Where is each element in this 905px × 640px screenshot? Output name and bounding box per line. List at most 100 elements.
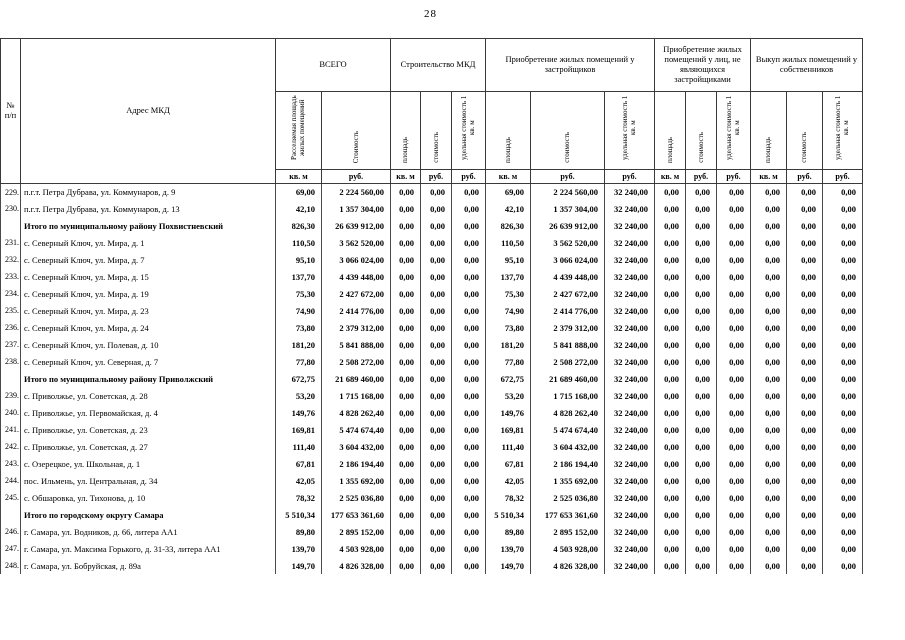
unit-label: кв. м xyxy=(485,168,531,184)
value-cell: 4 439 448,00 xyxy=(530,268,605,286)
value-cell: 32 240,00 xyxy=(603,506,656,524)
value-cell: 0,00 xyxy=(654,251,687,269)
value-cell: 0,00 xyxy=(822,268,864,286)
value-cell: 32 240,00 xyxy=(603,336,656,354)
value-cell: 32 240,00 xyxy=(603,472,656,490)
value-cell: 0,00 xyxy=(420,472,452,490)
value-cell: 5 841 888,00 xyxy=(530,336,605,354)
address-cell: п.г.т. Петра Дубрава, ул. Коммунаров, д.… xyxy=(20,183,276,201)
value-cell: 177 653 361,60 xyxy=(321,506,391,524)
value-cell: 0,00 xyxy=(750,404,788,422)
value-cell: 0,00 xyxy=(420,302,452,320)
row-number: 242. xyxy=(0,438,21,456)
group-header-stroitelstvo-mkd: Строительство МКД xyxy=(390,38,486,92)
value-cell: 672,75 xyxy=(275,370,322,388)
value-cell: 1 715 168,00 xyxy=(321,387,391,405)
value-cell: 0,00 xyxy=(786,319,824,337)
value-cell: 2 895 152,00 xyxy=(530,523,605,541)
value-cell: 32 240,00 xyxy=(603,302,656,320)
value-cell: 0,00 xyxy=(451,404,486,422)
address-cell: с. Северный Ключ, ул. Мира, д. 24 xyxy=(20,319,276,337)
value-cell: 0,00 xyxy=(420,370,452,388)
table-row: 234. с. Северный Ключ, ул. Мира, д. 19 75,… xyxy=(0,285,864,303)
value-cell: 0,00 xyxy=(654,421,687,439)
value-cell: 73,80 xyxy=(485,319,531,337)
value-cell: 0,00 xyxy=(654,353,687,371)
value-cell: 0,00 xyxy=(390,200,421,218)
value-cell: 77,80 xyxy=(485,353,531,371)
value-cell: 0,00 xyxy=(451,251,486,269)
num-header-line1: № xyxy=(6,100,15,111)
value-cell: 0,00 xyxy=(451,387,486,405)
subcol-header: площадь xyxy=(390,91,421,170)
value-cell: 110,50 xyxy=(485,234,531,252)
address-cell: с. Приволжье, ул. Советская, д. 27 xyxy=(20,438,276,456)
value-cell: 0,00 xyxy=(420,268,452,286)
value-cell: 5 841 888,00 xyxy=(321,336,391,354)
value-cell: 0,00 xyxy=(390,455,421,473)
value-cell: 0,00 xyxy=(786,557,824,575)
value-cell: 0,00 xyxy=(750,523,788,541)
value-cell: 0,00 xyxy=(420,506,452,524)
table-header: № п/п Адрес МКД ВСЕГО Строительство МКД … xyxy=(0,38,864,184)
value-cell: 0,00 xyxy=(716,421,752,439)
value-cell: 0,00 xyxy=(390,523,421,541)
value-cell: 0,00 xyxy=(654,183,687,201)
value-cell: 111,40 xyxy=(485,438,531,456)
value-cell: 32 240,00 xyxy=(603,353,656,371)
value-cell: 0,00 xyxy=(420,336,452,354)
value-cell: 0,00 xyxy=(451,455,486,473)
value-cell: 0,00 xyxy=(420,455,452,473)
value-cell: 0,00 xyxy=(822,217,864,235)
value-cell: 0,00 xyxy=(786,302,824,320)
value-cell: 0,00 xyxy=(786,217,824,235)
row-number: 241. xyxy=(0,421,21,439)
value-cell: 32 240,00 xyxy=(603,285,656,303)
value-cell: 0,00 xyxy=(750,302,788,320)
value-cell: 110,50 xyxy=(275,234,322,252)
value-cell: 0,00 xyxy=(451,523,486,541)
col-header-num: № п/п xyxy=(0,38,21,184)
value-cell: 73,80 xyxy=(275,319,322,337)
subcol-header: удельная стоимость 1 кв. м xyxy=(822,91,864,170)
value-cell: 0,00 xyxy=(451,183,486,201)
value-cell: 0,00 xyxy=(685,251,718,269)
subcol-header: Стоимость xyxy=(321,91,391,170)
value-cell: 0,00 xyxy=(786,387,824,405)
value-cell: 0,00 xyxy=(786,455,824,473)
value-cell: 2 508 272,00 xyxy=(530,353,605,371)
value-cell: 32 240,00 xyxy=(603,217,656,235)
value-cell: 32 240,00 xyxy=(603,438,656,456)
value-cell: 2 379 312,00 xyxy=(530,319,605,337)
row-number: 243. xyxy=(0,455,21,473)
value-cell: 42,05 xyxy=(485,472,531,490)
value-cell: 2 414 776,00 xyxy=(530,302,605,320)
address-cell: с. Северный Ключ, ул. Полевая, д. 10 xyxy=(20,336,276,354)
value-cell: 0,00 xyxy=(750,217,788,235)
table-row: 238. с. Северный Ключ, ул. Северная, д. 7… xyxy=(0,353,864,371)
row-number: 236. xyxy=(0,319,21,337)
value-cell: 0,00 xyxy=(716,353,752,371)
value-cell: 0,00 xyxy=(390,438,421,456)
value-cell: 0,00 xyxy=(716,472,752,490)
value-cell: 21 689 460,00 xyxy=(530,370,605,388)
value-cell: 2 895 152,00 xyxy=(321,523,391,541)
unit-label: руб. xyxy=(786,168,824,184)
value-cell: 75,30 xyxy=(485,285,531,303)
unit-label: руб. xyxy=(530,168,605,184)
group-header-priobretenie-zastroyshchiki: Приобретение жилых помещений у застройщи… xyxy=(484,38,656,92)
subcol-header: Расселяемая площадь жилых помещений xyxy=(275,91,322,170)
group-header-row: № п/п Адрес МКД ВСЕГО Строительство МКД … xyxy=(0,38,864,184)
table-row: 246. г. Самара, ул. Водников, д. 66, лите… xyxy=(0,523,864,541)
value-cell: 0,00 xyxy=(822,523,864,541)
value-cell: 0,00 xyxy=(786,438,824,456)
total-label: Итого по городскому округу Самара xyxy=(20,506,276,524)
value-cell: 0,00 xyxy=(654,234,687,252)
value-cell: 0,00 xyxy=(786,353,824,371)
value-cell: 0,00 xyxy=(750,540,788,558)
value-cell: 0,00 xyxy=(822,200,864,218)
subheader-row: Расселяемая площадь жилых помещений Стои… xyxy=(1,91,864,170)
row-number: 233. xyxy=(0,268,21,286)
subcol-header: стоимость xyxy=(685,91,718,170)
value-cell: 0,00 xyxy=(654,455,687,473)
